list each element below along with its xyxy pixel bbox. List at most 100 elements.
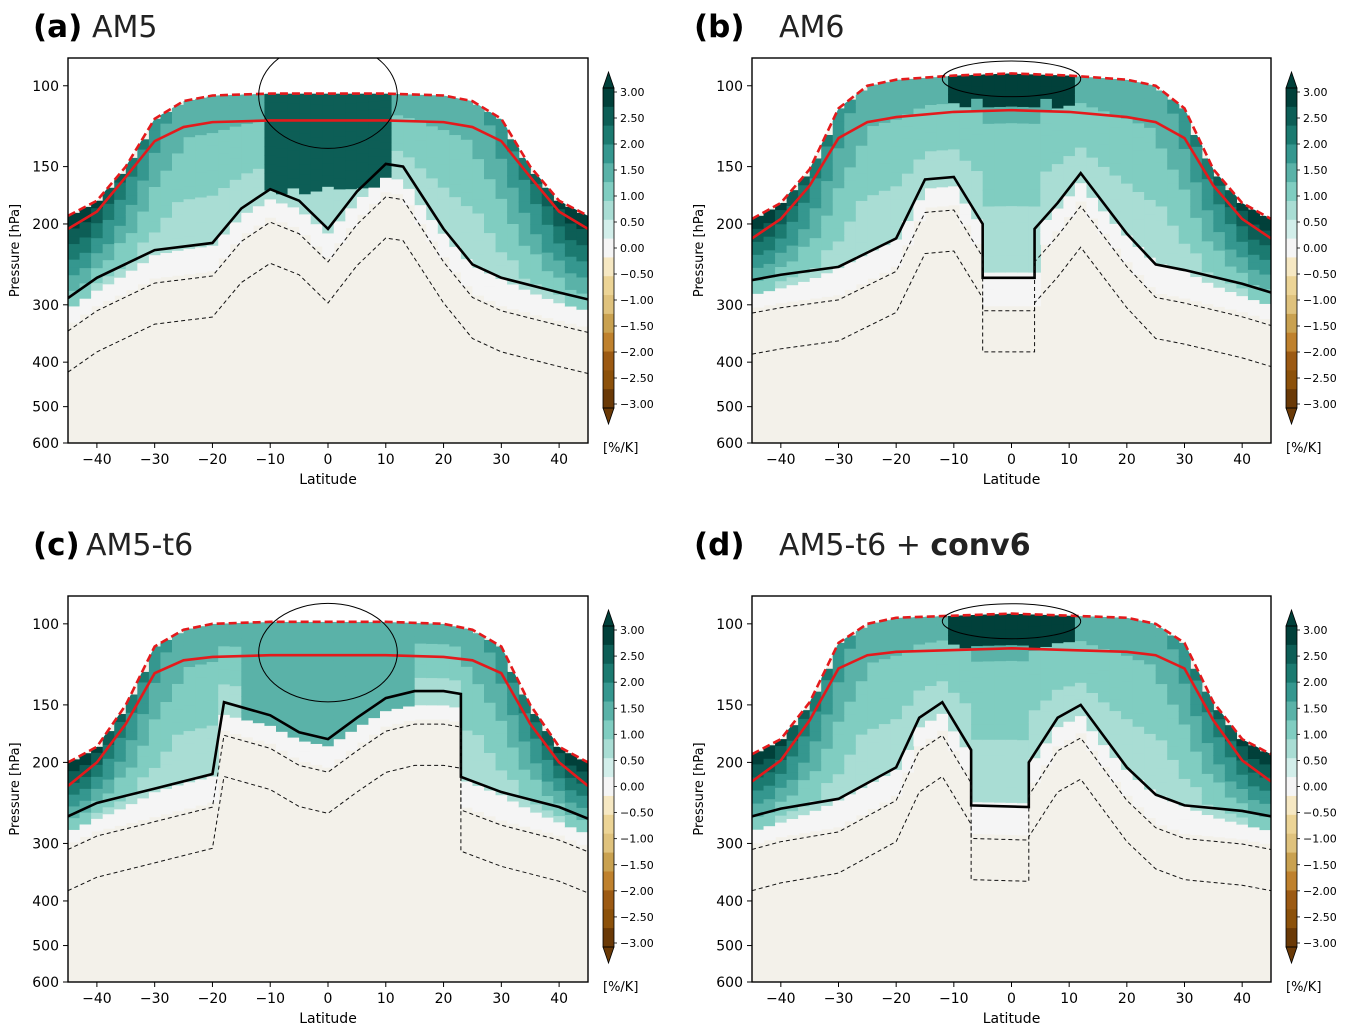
field-cell [507,693,520,705]
colorbar-tick-label: −2.00 [620,885,654,898]
field-cell [1063,695,1076,705]
field-cell [241,728,254,738]
colorbar-tick-label: −1.00 [620,833,654,846]
panel-a: (a) AM5−40 −30 −20 −10 0 10 20 30 40Latitude10015… [8,9,654,488]
field-cell [1132,260,1145,276]
field-cell [183,705,196,719]
field-cell [901,149,915,163]
field-cell [1121,196,1134,211]
field-cell [1005,629,1018,646]
field-cell [160,677,173,691]
field-cell [345,686,358,696]
field-cell [391,716,404,724]
tropopause-dashed-line [68,620,588,764]
field-cell [403,149,416,158]
field-cell [1224,821,1237,831]
field-cell [391,115,404,124]
field-cell [867,715,880,730]
field-cell [541,767,554,775]
field-cell [844,767,857,782]
field-cell [310,202,323,214]
field-cell [495,708,508,722]
panel-tag: (a) [33,9,82,45]
field-cell [1144,228,1157,244]
field-cell [530,787,543,797]
field-cell [959,182,972,194]
x-tick-label: −20 [881,991,911,1007]
field-cell [1236,796,1249,804]
field-cell [276,102,289,113]
field-cell [1109,699,1122,712]
field-cell [925,703,938,713]
x-tick-label: 30 [1176,452,1194,468]
colorbar-segment [603,701,614,721]
field-cell [1028,698,1041,711]
y-tick-label: 600 [32,975,59,991]
field-cell [1247,307,1261,316]
field-cell [160,764,173,778]
colorbar-unit: [%/K] [1286,980,1321,995]
field-cell [530,730,543,740]
field-cell [1028,650,1041,663]
field-cell [299,691,312,703]
field-cell [1086,702,1099,713]
y-tick-label: 300 [716,298,743,314]
colorbar-tick-label: −2.50 [620,372,654,385]
field-cell [1017,677,1030,694]
field-cell [1259,770,1271,779]
field-cell [287,621,300,633]
field-cell [576,261,588,271]
field-cell [264,673,277,684]
field-cell [114,721,127,731]
field-cell [1155,177,1168,193]
field-cell [518,741,531,752]
field-cell [484,138,497,153]
field-cell [148,175,162,188]
field-cell [507,248,520,261]
field-cell [1017,173,1030,191]
field-cell [79,229,92,239]
field-cell [79,765,92,772]
field-cell [114,208,127,218]
field-cell [890,617,903,632]
field-cell [1063,651,1076,661]
field-cell [809,268,822,279]
field-cell [1098,200,1111,212]
field-cell [1086,77,1099,88]
field-cell [183,248,196,262]
field-cell [310,754,323,765]
field-cell [1028,156,1041,175]
field-cell [495,252,508,267]
field-cell [844,635,857,650]
field-cell [1224,283,1237,293]
field-cell [426,671,439,679]
field-cell [460,705,474,719]
field-cell [867,264,880,279]
field-cell [345,122,358,133]
field-cell [1259,751,1271,759]
field-cell [472,267,485,283]
field-cell [1051,727,1064,738]
field-cell [322,673,335,685]
field-cell [1086,654,1099,665]
field-cell [763,250,776,258]
panel-tag: (c) [33,527,80,563]
field-cell [564,784,578,791]
field-cell [252,122,266,132]
colorbar-tick-label: 1.50 [1303,702,1328,715]
y-tick-label: 100 [32,617,59,633]
field-cell [832,134,845,149]
field-cell [798,788,811,799]
colorbar-segment [1286,106,1297,127]
field-cell [1178,162,1191,177]
field-cell [299,661,312,673]
field-cell [160,147,173,160]
field-cell [1051,699,1064,710]
field-cell [994,739,1007,757]
tropopause-solid-line [752,108,1271,240]
field-cell [403,110,416,119]
field-cell [1040,732,1053,744]
field-cell [1132,673,1145,688]
field-cell [576,317,588,327]
field-cell [449,172,462,186]
